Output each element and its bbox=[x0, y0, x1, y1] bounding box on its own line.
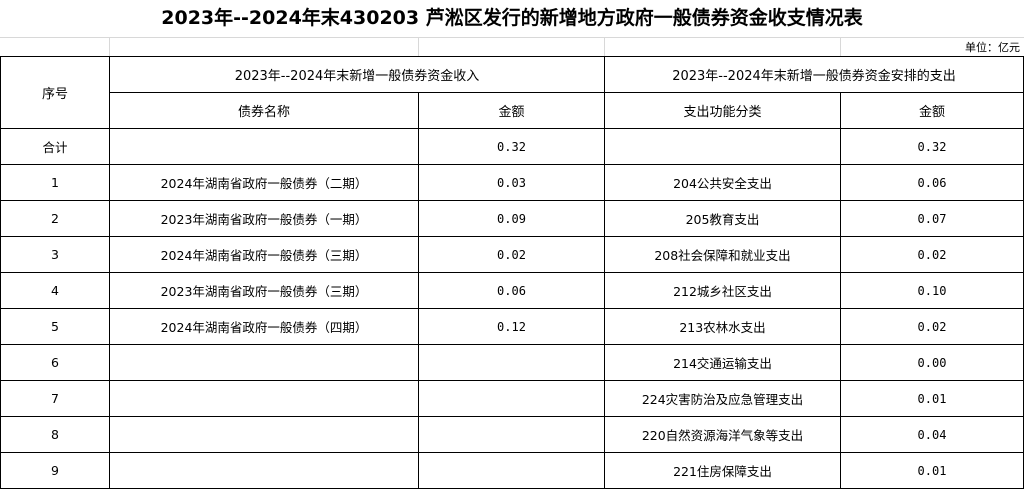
grid-line bbox=[840, 37, 841, 56]
cell-income-amount: 0.06 bbox=[418, 272, 605, 309]
cell-income-amount bbox=[418, 344, 605, 381]
table-row: 9 221住房保障支出 0.01 bbox=[0, 452, 1024, 489]
cell-expense-category: 204公共安全支出 bbox=[604, 164, 841, 201]
cell-seq: 9 bbox=[0, 452, 110, 489]
cell-expense-category: 214交通运输支出 bbox=[604, 344, 841, 381]
cell-expense-amount: 0.01 bbox=[840, 380, 1024, 417]
unit-row: 单位：亿元 bbox=[0, 37, 1024, 56]
cell-expense-category: 208社会保障和就业支出 bbox=[604, 236, 841, 273]
cell-income-amount: 0.12 bbox=[418, 308, 605, 345]
debt-table: 序号 2023年--2024年末新增一般债券资金收入 2023年--2024年末… bbox=[0, 56, 1024, 489]
table-row: 4 2023年湖南省政府一般债券（三期） 0.06 212城乡社区支出 0.10 bbox=[0, 272, 1024, 309]
cell-bond-name bbox=[109, 380, 419, 417]
cell-bond-name bbox=[109, 452, 419, 489]
cell-expense-amount: 0.00 bbox=[840, 344, 1024, 381]
cell-bond-name bbox=[109, 344, 419, 381]
header-income-amount: 金额 bbox=[418, 92, 605, 129]
grid-line bbox=[418, 37, 419, 56]
cell-bond-name: 2024年湖南省政府一般债券（三期） bbox=[109, 236, 419, 273]
cell-seq: 1 bbox=[0, 164, 110, 201]
cell-bond-name: 2023年湖南省政府一般债券（一期） bbox=[109, 200, 419, 237]
cell-seq: 8 bbox=[0, 416, 110, 453]
cell-expense-category: 213农林水支出 bbox=[604, 308, 841, 345]
header-expense-group: 2023年--2024年末新增一般债券资金安排的支出 bbox=[604, 56, 1024, 93]
table-row: 5 2024年湖南省政府一般债券（四期） 0.12 213农林水支出 0.02 bbox=[0, 308, 1024, 345]
header-expense-amount: 金额 bbox=[840, 92, 1024, 129]
cell-seq: 合计 bbox=[0, 128, 110, 165]
table-row: 合计 0.32 0.32 bbox=[0, 128, 1024, 165]
table-row: 1 2024年湖南省政府一般债券（二期） 0.03 204公共安全支出 0.06 bbox=[0, 164, 1024, 201]
cell-income-amount: 0.03 bbox=[418, 164, 605, 201]
cell-expense-category: 220自然资源海洋气象等支出 bbox=[604, 416, 841, 453]
cell-seq: 6 bbox=[0, 344, 110, 381]
header-income-group: 2023年--2024年末新增一般债券资金收入 bbox=[109, 56, 605, 93]
page-title: 2023年--2024年末430203 芦淞区发行的新增地方政府一般债券资金收支… bbox=[0, 0, 1024, 38]
cell-bond-name: 2024年湖南省政府一般债券（四期） bbox=[109, 308, 419, 345]
cell-expense-amount: 0.10 bbox=[840, 272, 1024, 309]
cell-income-amount bbox=[418, 452, 605, 489]
header-expense-category: 支出功能分类 bbox=[604, 92, 841, 129]
cell-expense-category: 224灾害防治及应急管理支出 bbox=[604, 380, 841, 417]
cell-expense-category: 221住房保障支出 bbox=[604, 452, 841, 489]
grid-line bbox=[604, 37, 605, 56]
grid-line bbox=[109, 37, 110, 56]
cell-bond-name: 2024年湖南省政府一般债券（二期） bbox=[109, 164, 419, 201]
table-row: 7 224灾害防治及应急管理支出 0.01 bbox=[0, 380, 1024, 417]
cell-income-amount bbox=[418, 416, 605, 453]
header-row-1: 序号 2023年--2024年末新增一般债券资金收入 2023年--2024年末… bbox=[0, 56, 1024, 129]
table-row: 6 214交通运输支出 0.00 bbox=[0, 344, 1024, 381]
header-bond-name: 债券名称 bbox=[109, 92, 419, 129]
cell-income-amount bbox=[418, 380, 605, 417]
cell-expense-amount: 0.04 bbox=[840, 416, 1024, 453]
cell-expense-amount: 0.06 bbox=[840, 164, 1024, 201]
header-seq: 序号 bbox=[0, 56, 110, 129]
cell-bond-name bbox=[109, 416, 419, 453]
header-row-2: 债券名称 金额 支出功能分类 金额 bbox=[1, 92, 1024, 129]
cell-expense-amount: 0.07 bbox=[840, 200, 1024, 237]
cell-expense-category bbox=[604, 128, 841, 165]
table-row: 2 2023年湖南省政府一般债券（一期） 0.09 205教育支出 0.07 bbox=[0, 200, 1024, 237]
cell-expense-amount: 0.02 bbox=[840, 236, 1024, 273]
cell-income-amount: 0.02 bbox=[418, 236, 605, 273]
table-row: 8 220自然资源海洋气象等支出 0.04 bbox=[0, 416, 1024, 453]
unit-label: 单位：亿元 bbox=[965, 41, 1020, 54]
cell-seq: 5 bbox=[0, 308, 110, 345]
cell-expense-category: 212城乡社区支出 bbox=[604, 272, 841, 309]
cell-expense-amount: 0.02 bbox=[840, 308, 1024, 345]
cell-expense-amount: 0.01 bbox=[840, 452, 1024, 489]
table-row: 3 2024年湖南省政府一般债券（三期） 0.02 208社会保障和就业支出 0.02 bbox=[0, 236, 1024, 273]
cell-income-amount: 0.32 bbox=[418, 128, 605, 165]
cell-income-amount: 0.09 bbox=[418, 200, 605, 237]
cell-bond-name bbox=[109, 128, 419, 165]
cell-seq: 4 bbox=[0, 272, 110, 309]
cell-expense-category: 205教育支出 bbox=[604, 200, 841, 237]
cell-expense-amount: 0.32 bbox=[840, 128, 1024, 165]
cell-bond-name: 2023年湖南省政府一般债券（三期） bbox=[109, 272, 419, 309]
cell-seq: 2 bbox=[0, 200, 110, 237]
cell-seq: 7 bbox=[0, 380, 110, 417]
cell-seq: 3 bbox=[0, 236, 110, 273]
